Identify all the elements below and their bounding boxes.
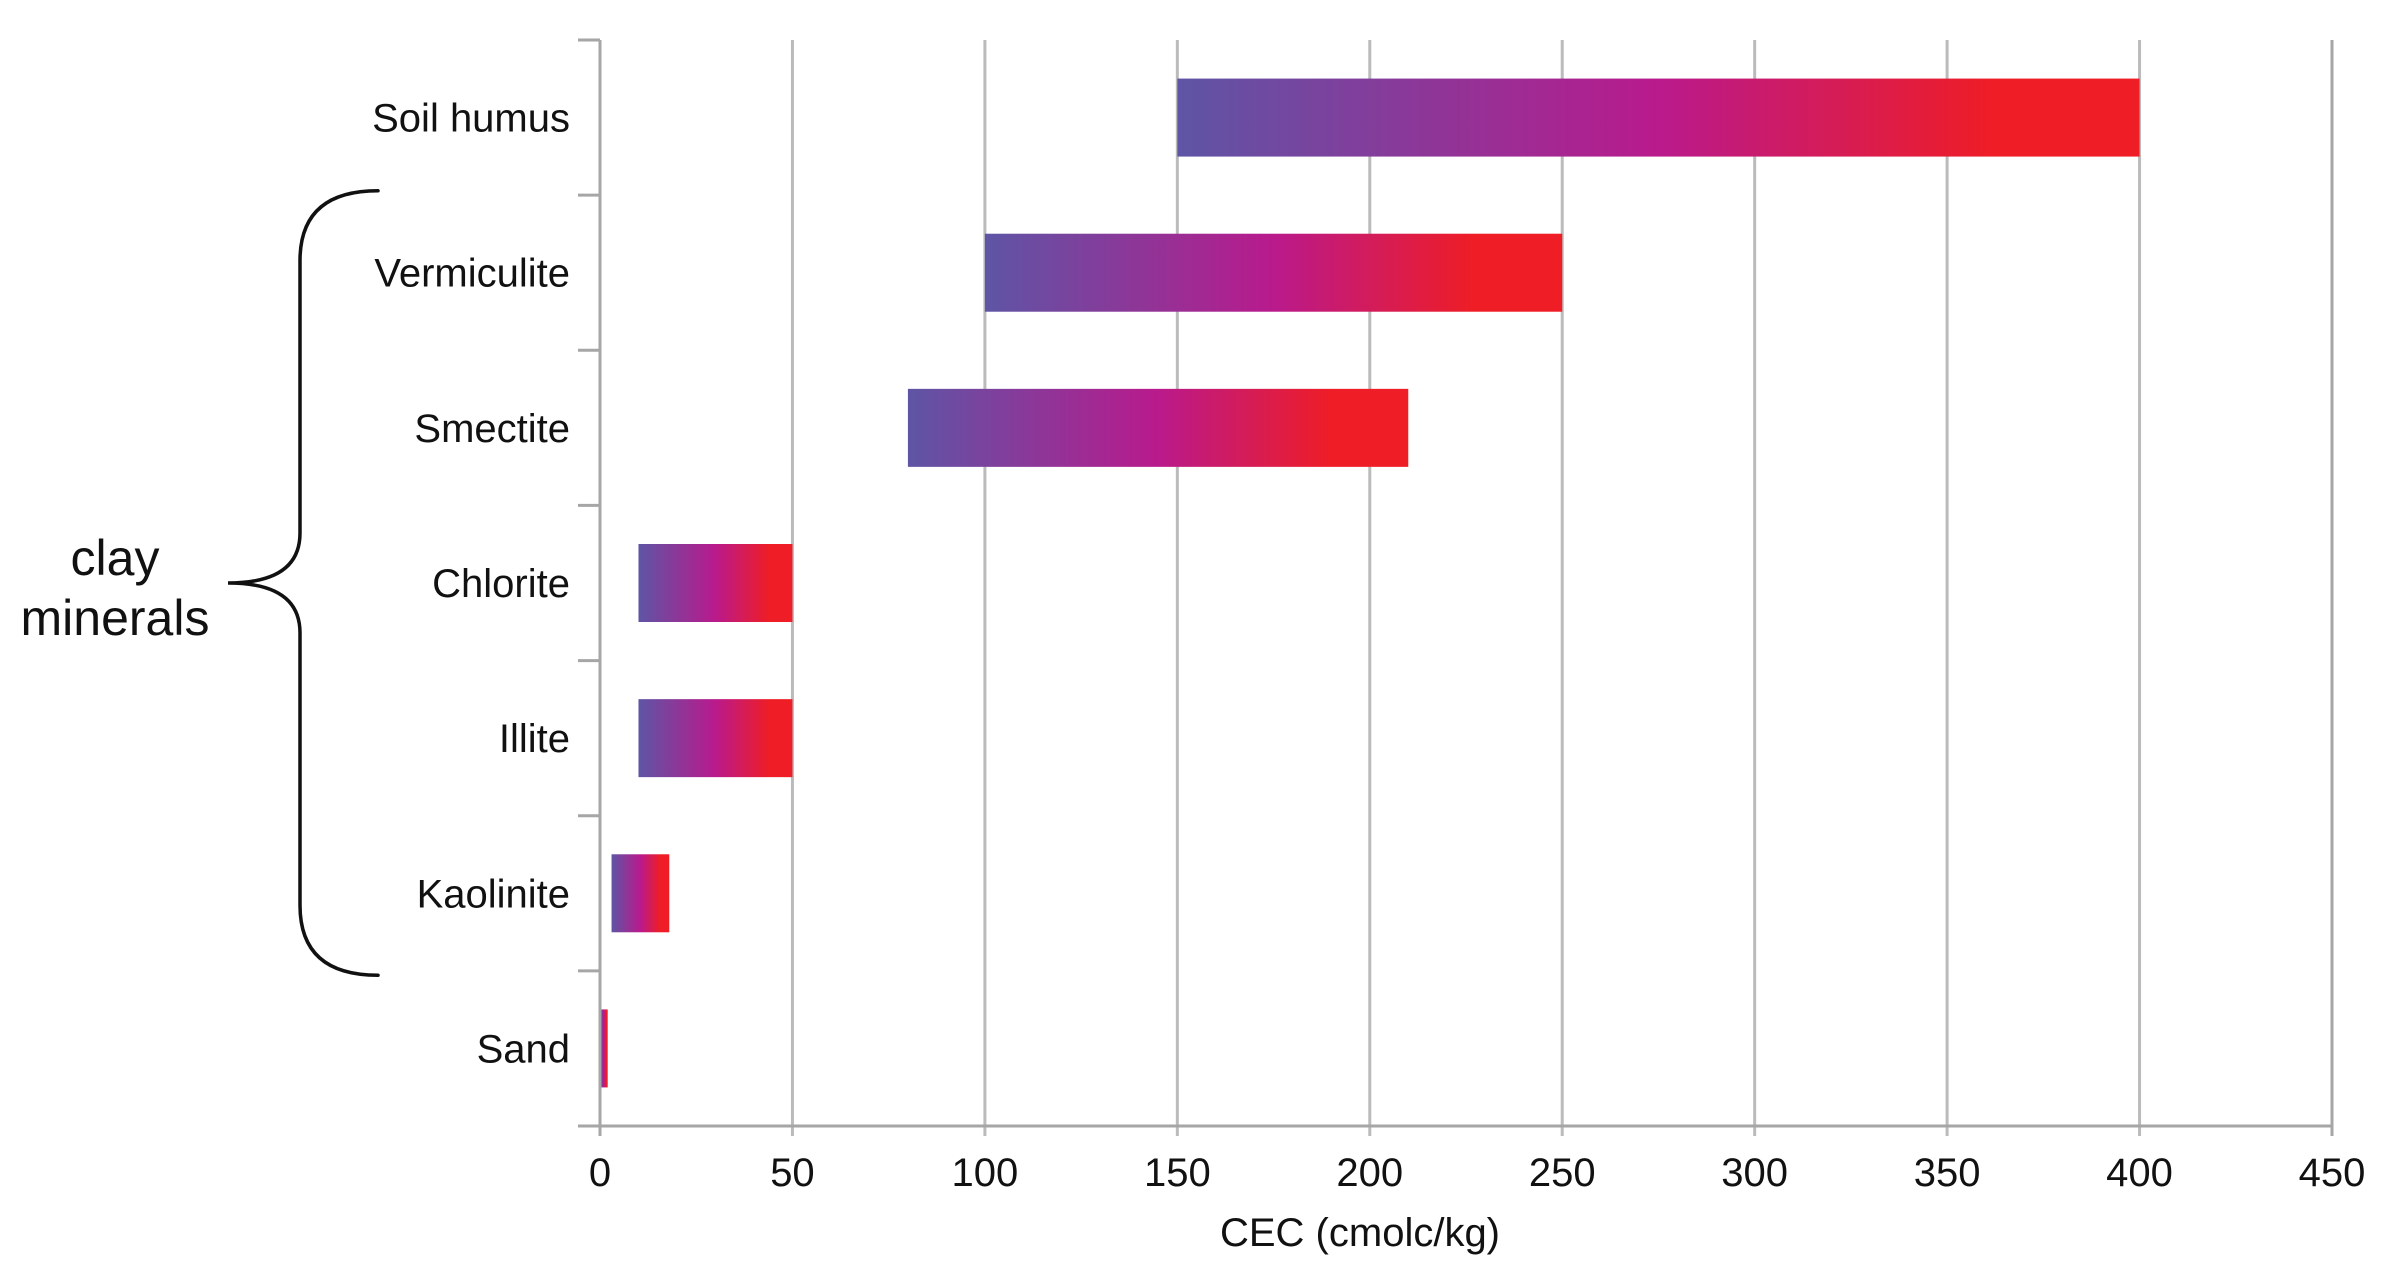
- bar-illite: [638, 699, 793, 778]
- x-tick-label-150: 150: [1144, 1151, 1211, 1195]
- x-tick-label-0: 0: [589, 1151, 611, 1195]
- curly-brace: [227, 188, 380, 978]
- category-label-sand: Sand: [477, 1027, 570, 1071]
- category-label-chlorite: Chlorite: [432, 562, 570, 606]
- bar-sand: [600, 1009, 608, 1088]
- bar-chlorite: [638, 544, 793, 622]
- group-label-line-2: minerals: [21, 590, 210, 646]
- x-axis-title: CEC (cmolc/kg): [1220, 1211, 1500, 1255]
- category-label-soil-humus: Soil humus: [372, 97, 570, 141]
- bar-smectite: [907, 388, 1409, 467]
- labels-layer: 0 50 100 150 200 250 300 350 400 450 Soil humus Ver…: [372, 97, 2365, 1195]
- x-tick-label-300: 300: [1721, 1151, 1788, 1195]
- category-label-kaolinite: Kaolinite: [417, 872, 570, 916]
- category-label-smectite: Smectite: [414, 407, 570, 451]
- x-tick-label-450: 450: [2299, 1151, 2366, 1195]
- bar-soil-humus: [1177, 78, 2140, 157]
- category-label-illite: Illite: [499, 717, 570, 761]
- x-tick-label-350: 350: [1914, 1151, 1981, 1195]
- x-tick-label-250: 250: [1529, 1151, 1596, 1195]
- x-tick-label-100: 100: [952, 1151, 1019, 1195]
- x-tick-label-400: 400: [2106, 1151, 2173, 1195]
- x-tick-label-50: 50: [770, 1151, 815, 1195]
- bar-vermiculite: [984, 233, 1563, 312]
- group-label-line-1: clay: [71, 530, 160, 586]
- axis-layer: [578, 38, 2332, 1128]
- bars-layer: [600, 78, 2140, 1088]
- x-tick-label-200: 200: [1336, 1151, 1403, 1195]
- bar-kaolinite: [611, 854, 670, 933]
- grid-layer: [598, 40, 2334, 1136]
- category-label-vermiculite: Vermiculite: [374, 252, 570, 296]
